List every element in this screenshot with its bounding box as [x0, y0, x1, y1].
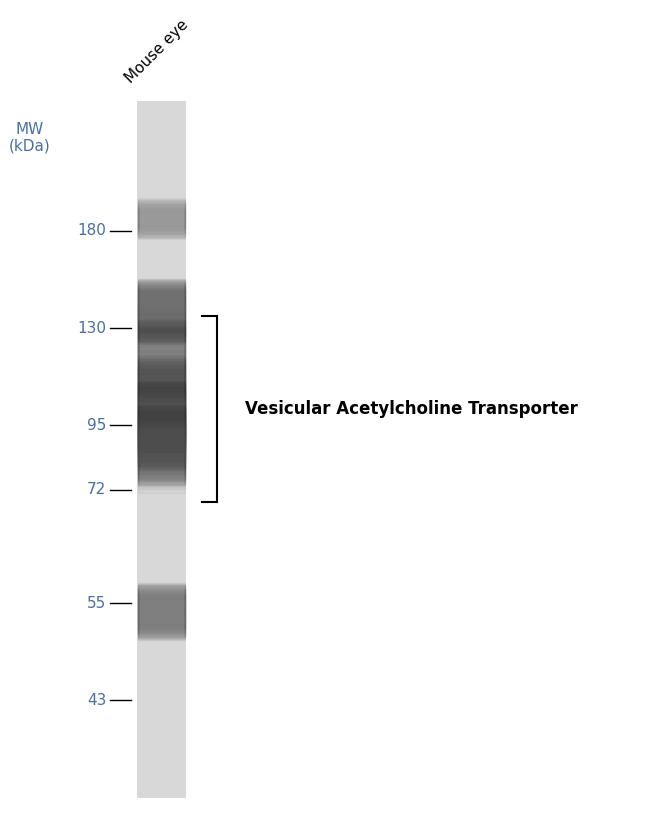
Text: Vesicular Acetylcholine Transporter: Vesicular Acetylcholine Transporter [245, 400, 578, 418]
Text: 130: 130 [77, 321, 107, 335]
Text: 72: 72 [87, 483, 107, 497]
Text: 43: 43 [87, 693, 107, 708]
Text: MW
(kDa): MW (kDa) [8, 122, 51, 154]
Text: Mouse eye: Mouse eye [122, 17, 191, 86]
Text: 55: 55 [87, 596, 107, 611]
Text: 95: 95 [87, 418, 107, 433]
Text: 180: 180 [77, 223, 107, 238]
Bar [137, 101, 187, 798]
